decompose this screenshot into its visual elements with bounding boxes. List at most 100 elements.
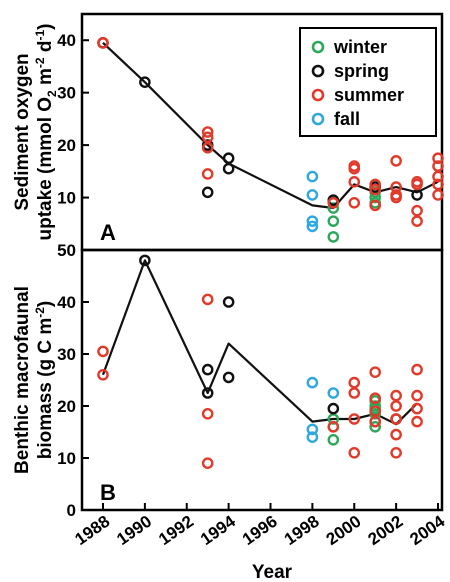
data-point [201,293,214,306]
x-axis: 1988 1990 1992 1994 1996 1998 2000 2002 2004 Year [71,503,449,582]
data-point [390,446,402,459]
data-point [411,189,423,201]
data-point [201,126,214,138]
data-point [327,387,340,399]
y-title-text: ) [35,301,56,307]
x-tick-label: 2000 [323,512,365,549]
data-point [348,162,361,175]
data-point [390,389,402,402]
data-point [327,215,340,227]
series-summer [97,293,423,470]
x-tick-label: 1994 [197,511,239,549]
data-point [348,196,361,209]
data-point [390,413,402,425]
legend-marker [311,112,325,126]
series-summer [97,37,444,227]
data-point [97,368,109,381]
series-fall [306,170,319,233]
y-title-text: uptake (mmol O [35,97,56,241]
data-point [348,176,361,188]
data-point [411,215,423,227]
data-point [369,415,381,428]
y-title-text: m [35,68,56,90]
y-axis-title-line2: biomass (g C m-2) [33,301,56,459]
y-axis-title-line1: Benthic macrofaunal [12,286,33,474]
data-point [390,155,402,167]
data-point [201,168,214,180]
data-point [411,363,423,376]
y-tick-label: 40 [57,293,76,312]
data-point [201,186,214,199]
data-point [327,202,340,214]
data-point [306,423,319,436]
data-point [201,457,214,470]
data-point [411,389,423,402]
legend-marker [311,40,325,54]
data-point [369,191,381,204]
data-point [369,183,381,196]
y-title-superscript: -2 [33,307,47,318]
data-point [348,376,361,389]
trend-line [101,259,418,426]
data-point [201,363,214,376]
data-point [432,178,444,191]
data-point [369,392,381,405]
y-tick-label: 10 [57,189,76,208]
y-tick-label: 10 [57,449,76,468]
y-tick-label: 0 [67,501,76,520]
y-title-text: d [35,40,56,57]
data-point [411,402,423,415]
series-winter [327,394,381,446]
data-point [348,446,361,459]
data-point [97,37,109,49]
legend-label: winter [333,37,387,57]
data-point [369,199,381,212]
y-title-superscript: -2 [33,57,47,68]
data-point [369,366,381,379]
data-point [432,170,444,183]
panel-a: 10 20 30 40 A Sediment oxygen uptake (mmol O2 … [12,12,444,252]
data-point [201,141,214,154]
y-title-text: ) [35,23,56,29]
y-tick-label: 30 [57,345,76,364]
data-point [432,152,444,165]
data-point [390,428,402,441]
y-title-text: biomass (g C m [35,318,56,459]
data-point [348,413,361,425]
data-point [327,420,340,433]
x-tick-label: 2004 [406,511,448,549]
data-point [411,415,423,428]
legend-label: spring [334,61,389,81]
x-tick-label: 2002 [365,512,407,549]
x-tick-label: 1988 [71,512,113,549]
series-spring [139,254,402,425]
series-fall [306,376,340,444]
y-tick-label: 40 [57,31,76,50]
data-point [327,196,340,209]
data-point [222,152,235,165]
x-tick-label: 1992 [155,512,197,549]
data-point [348,387,361,399]
data-point [390,181,402,193]
data-point [327,433,340,446]
data-point [201,387,214,399]
data-point [306,189,319,201]
legend-label: summer [334,85,404,105]
y-axis-title-line1: Sediment oxygen [12,53,33,210]
panel-letter: B [100,480,116,505]
data-point [306,215,319,227]
panel-letter: A [100,220,116,245]
data-point [306,170,319,183]
plot-frame [80,248,444,512]
data-point [97,345,109,358]
data-point [411,204,423,217]
legend-label: fall [334,109,360,129]
data-point [369,420,381,433]
y-tick-label: 50 [57,241,76,260]
data-point [432,189,444,201]
legend-marker [311,88,325,102]
data-point [201,407,214,420]
y-axis-title-line2: uptake (mmol O2 m-2 d-1) [33,23,59,240]
